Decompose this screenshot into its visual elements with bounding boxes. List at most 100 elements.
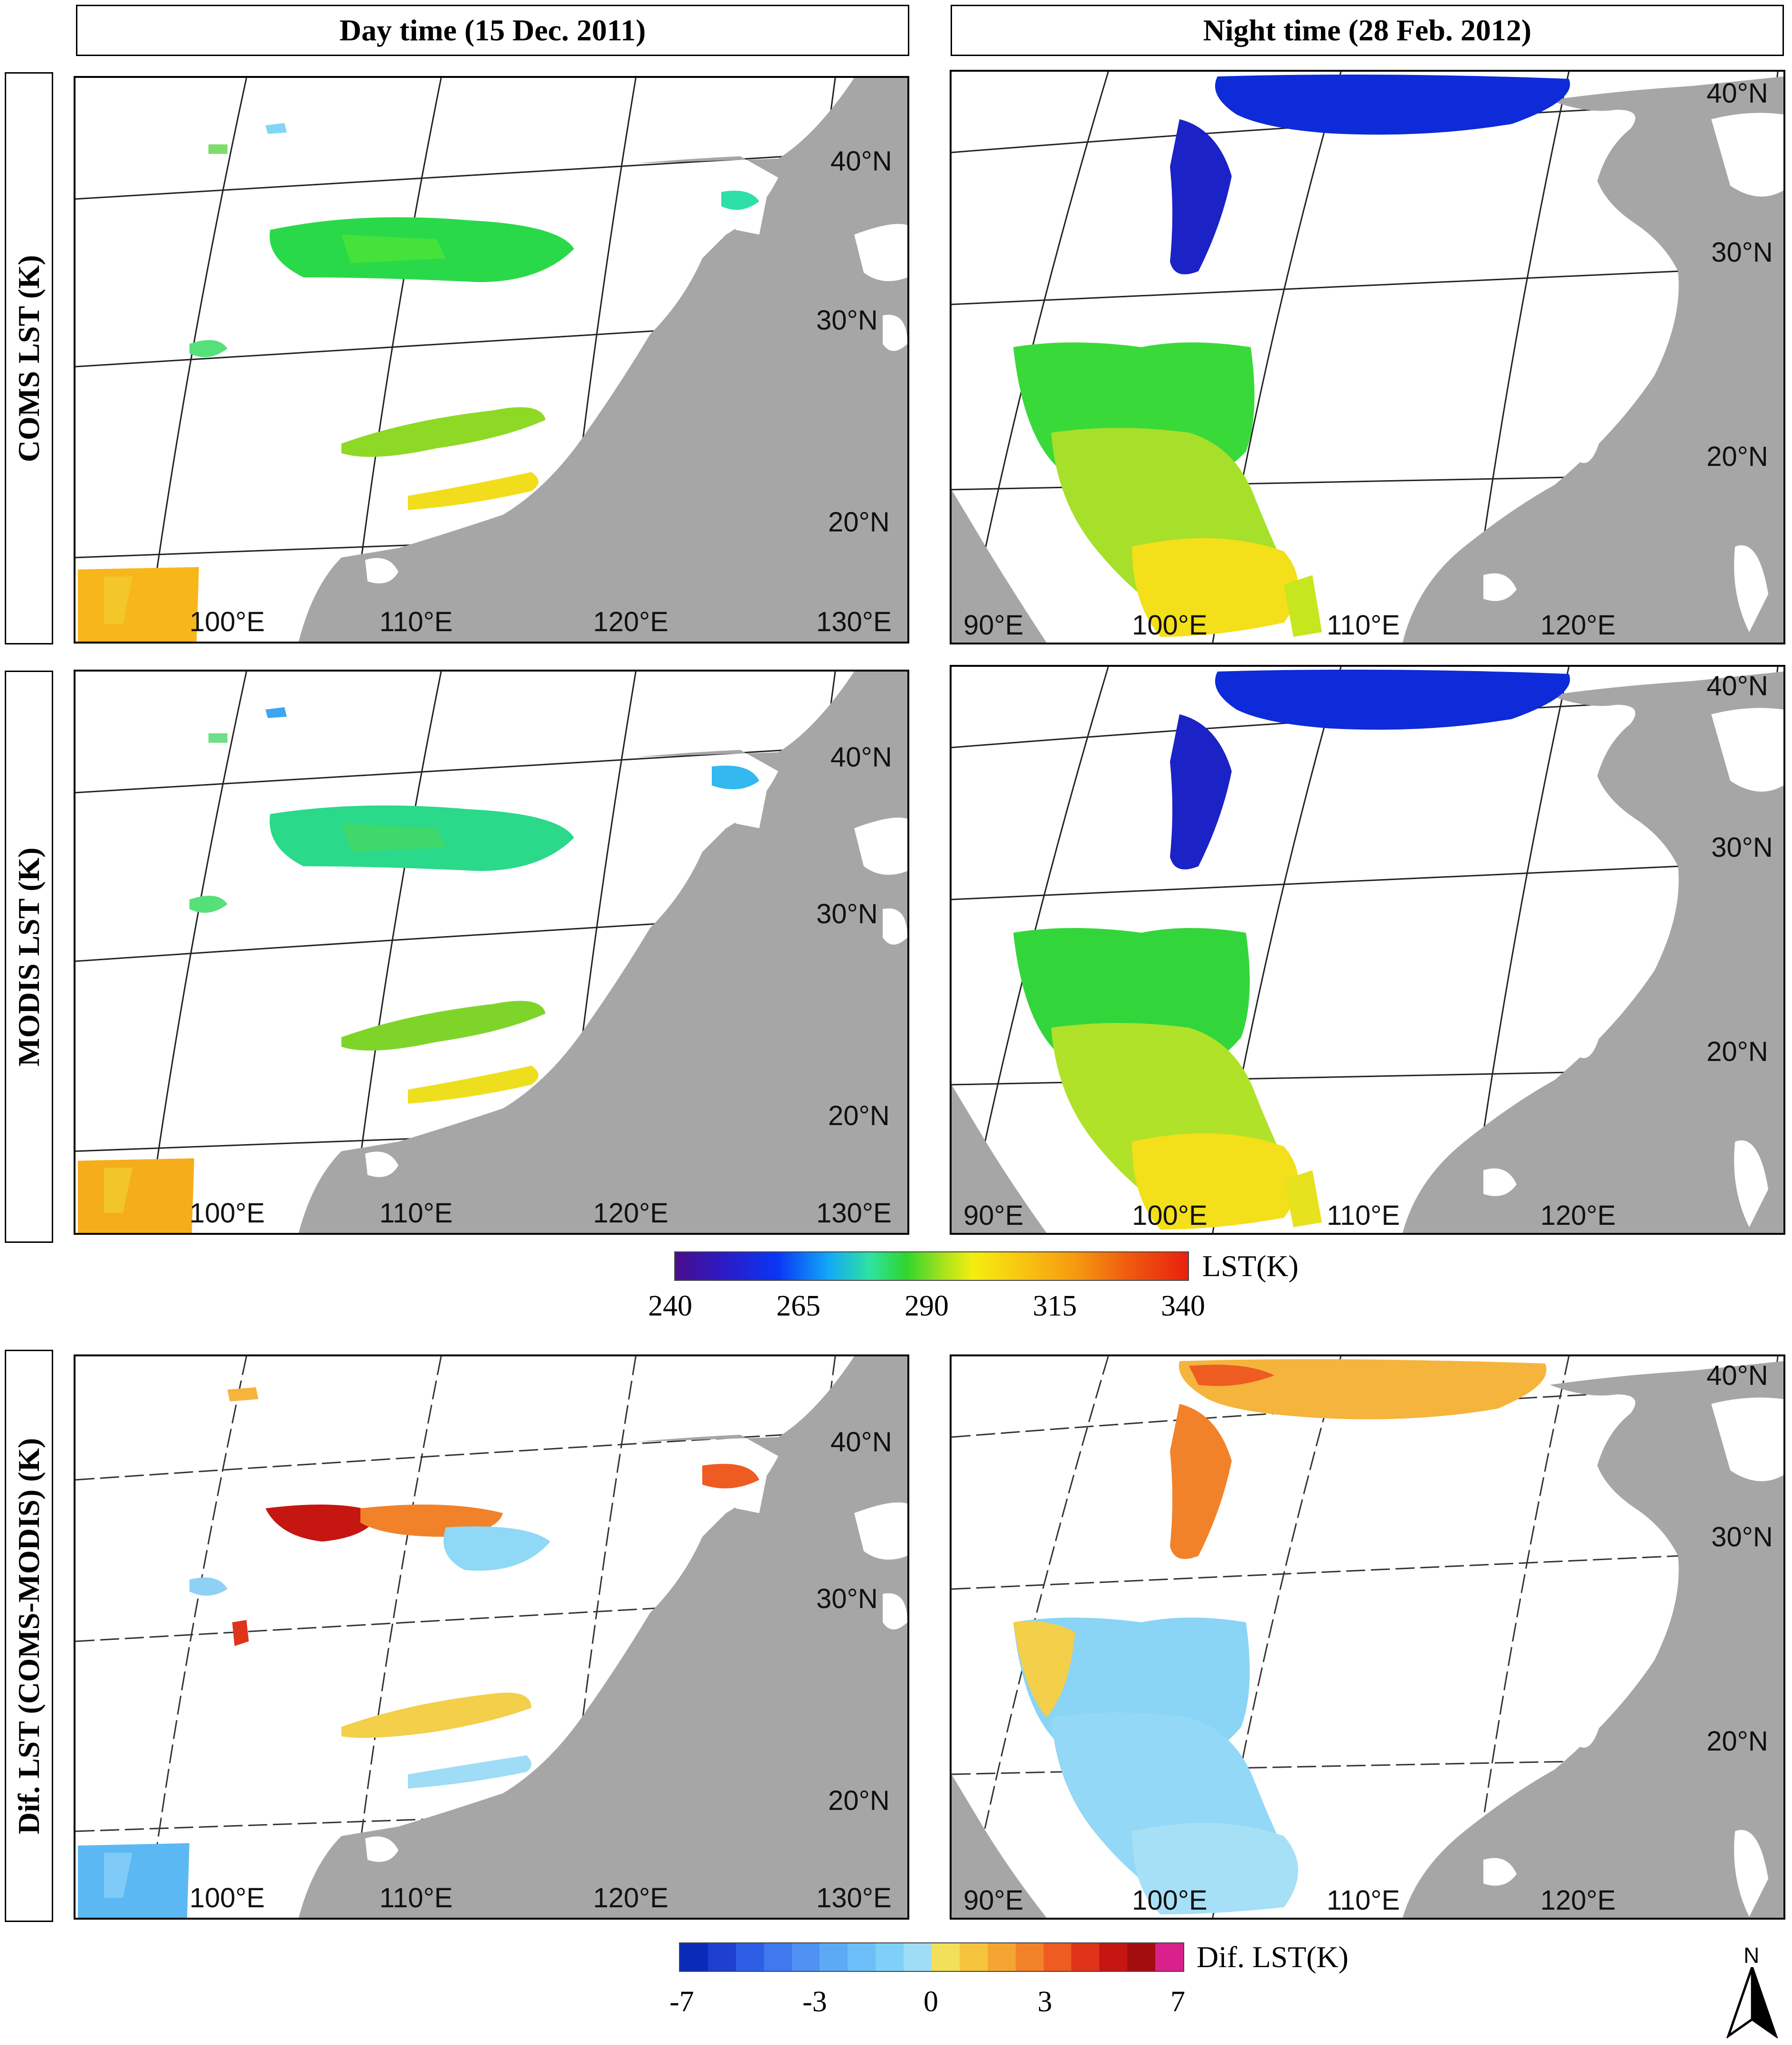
dif-colorbar-step bbox=[848, 1943, 876, 1971]
svg-text:90°E: 90°E bbox=[963, 1885, 1023, 1916]
svg-text:20°N: 20°N bbox=[828, 1785, 890, 1816]
map-labels: 40°N 30°N 20°N 90°E 100°E 110°E 120°E bbox=[963, 671, 1773, 1231]
svg-text:40°N: 40°N bbox=[830, 742, 892, 773]
map-coms-night: 40°N 30°N 20°N 90°E 100°E 110°E 120°E bbox=[950, 70, 1785, 644]
svg-text:40°N: 40°N bbox=[1707, 1360, 1768, 1391]
dif-colorbar-steps bbox=[679, 1942, 1184, 1972]
land-gray bbox=[952, 1361, 1783, 1918]
svg-text:20°N: 20°N bbox=[828, 507, 890, 538]
lst-tick: 265 bbox=[776, 1290, 821, 1322]
map-labels: 40°N 30°N 20°N 100°E 110°E 120°E 130°E bbox=[189, 1427, 892, 1913]
svg-text:110°E: 110°E bbox=[379, 1883, 453, 1913]
row-title-coms: COMS LST (K) bbox=[12, 255, 46, 462]
map-labels: 40°N 30°N 20°N 90°E 100°E 110°E 120°E bbox=[963, 1360, 1773, 1916]
svg-text:110°E: 110°E bbox=[1327, 610, 1400, 641]
column-title-day: Day time (15 Dec. 2011) bbox=[339, 13, 646, 47]
svg-text:100°E: 100°E bbox=[1132, 1885, 1207, 1916]
dif-colorbar-step bbox=[1071, 1943, 1100, 1971]
dif-tick: -3 bbox=[802, 1986, 827, 2018]
map-coms-day: 40°N 30°N 20°N 100°E 110°E 120°E 130°E bbox=[74, 76, 909, 644]
dif-colorbar-step bbox=[1043, 1943, 1072, 1971]
row-title-diff: Dif. LST (COMS-MODIS) (K) bbox=[12, 1438, 46, 1834]
map-modis-night: 40°N 30°N 20°N 90°E 100°E 110°E 120°E bbox=[950, 665, 1785, 1235]
north-arrow-icon bbox=[1726, 1967, 1778, 2038]
dif-colorbar-step bbox=[736, 1943, 764, 1971]
column-header-day: Day time (15 Dec. 2011) bbox=[76, 5, 909, 56]
land-gray bbox=[952, 672, 1783, 1233]
dif-tick: 3 bbox=[1037, 1986, 1052, 2018]
row-title-modis: MODIS LST (K) bbox=[12, 847, 46, 1067]
dif-colorbar-step bbox=[959, 1943, 988, 1971]
svg-text:110°E: 110°E bbox=[379, 1198, 453, 1229]
svg-text:20°N: 20°N bbox=[1707, 1036, 1768, 1067]
dif-colorbar-step bbox=[987, 1943, 1016, 1971]
dif-colorbar-step bbox=[764, 1943, 792, 1971]
map-labels: 40°N 30°N 20°N 100°E 110°E 120°E 130°E bbox=[189, 742, 892, 1229]
svg-text:30°N: 30°N bbox=[1711, 237, 1773, 268]
lst-tick: 290 bbox=[905, 1290, 949, 1322]
svg-text:130°E: 130°E bbox=[816, 606, 892, 637]
map-labels: 40°N 30°N 20°N 90°E 100°E 110°E 120°E bbox=[963, 78, 1773, 641]
svg-text:20°N: 20°N bbox=[1707, 1726, 1768, 1757]
svg-text:40°N: 40°N bbox=[1707, 671, 1768, 701]
north-arrow: N bbox=[1724, 1942, 1781, 2038]
map-diff-day: 40°N 30°N 20°N 100°E 110°E 120°E 130°E bbox=[74, 1354, 909, 1920]
lst-tick: 340 bbox=[1161, 1290, 1205, 1322]
svg-text:90°E: 90°E bbox=[963, 1200, 1023, 1231]
land-gray bbox=[299, 1356, 907, 1918]
row-header-modis: MODIS LST (K) bbox=[5, 671, 53, 1243]
svg-text:40°N: 40°N bbox=[830, 1427, 892, 1458]
lst-patches bbox=[78, 707, 759, 1233]
svg-text:110°E: 110°E bbox=[1327, 1200, 1400, 1231]
lst-colorbar: LST(K) 240 265 290 315 340 bbox=[648, 1249, 1339, 1327]
svg-text:100°E: 100°E bbox=[189, 606, 265, 637]
lst-colorbar-title: LST(K) bbox=[1202, 1249, 1299, 1283]
dif-colorbar-step bbox=[1127, 1943, 1156, 1971]
lst-patches bbox=[78, 123, 759, 642]
land-gray bbox=[952, 76, 1783, 643]
dif-colorbar-step bbox=[680, 1943, 708, 1971]
dif-colorbar-step bbox=[707, 1943, 736, 1971]
svg-text:120°E: 120°E bbox=[593, 1198, 669, 1229]
svg-text:100°E: 100°E bbox=[189, 1198, 265, 1229]
dif-colorbar-step bbox=[1155, 1943, 1184, 1971]
svg-text:30°N: 30°N bbox=[816, 1583, 878, 1614]
dif-colorbar: Dif. LST(K) -7 -3 0 3 7 bbox=[670, 1940, 1439, 2023]
dif-colorbar-step bbox=[1099, 1943, 1128, 1971]
dif-colorbar-step bbox=[904, 1943, 932, 1971]
lst-patches bbox=[1013, 75, 1570, 637]
column-title-night: Night time (28 Feb. 2012) bbox=[1203, 13, 1532, 47]
map-diff-night: 40°N 30°N 20°N 90°E 100°E 110°E 120°E bbox=[950, 1354, 1785, 1920]
dif-colorbar-step bbox=[876, 1943, 904, 1971]
svg-text:30°N: 30°N bbox=[1711, 1522, 1773, 1553]
dif-patches bbox=[1013, 1359, 1547, 1914]
svg-text:20°N: 20°N bbox=[1707, 441, 1768, 472]
svg-text:120°E: 120°E bbox=[1540, 1885, 1616, 1916]
dif-colorbar-step bbox=[792, 1943, 820, 1971]
map-modis-day: 40°N 30°N 20°N 100°E 110°E 120°E 130°E bbox=[74, 670, 909, 1235]
svg-text:120°E: 120°E bbox=[593, 1883, 669, 1913]
svg-text:30°N: 30°N bbox=[816, 899, 878, 929]
dif-patches bbox=[78, 1387, 759, 1918]
lst-tick: 240 bbox=[648, 1290, 692, 1322]
svg-text:30°N: 30°N bbox=[1711, 832, 1773, 863]
dif-tick: 0 bbox=[924, 1986, 938, 2018]
dif-colorbar-step bbox=[932, 1943, 960, 1971]
land-gray bbox=[299, 78, 907, 642]
svg-text:110°E: 110°E bbox=[379, 606, 453, 637]
lst-colorbar-gradient bbox=[674, 1251, 1189, 1281]
svg-text:120°E: 120°E bbox=[1540, 1200, 1616, 1231]
lst-patches bbox=[1013, 670, 1570, 1230]
column-header-night: Night time (28 Feb. 2012) bbox=[951, 5, 1784, 56]
svg-text:40°N: 40°N bbox=[1707, 78, 1768, 109]
land-gray bbox=[299, 672, 907, 1233]
svg-text:130°E: 130°E bbox=[816, 1883, 892, 1913]
svg-text:120°E: 120°E bbox=[1540, 610, 1616, 641]
row-header-diff: Dif. LST (COMS-MODIS) (K) bbox=[5, 1350, 53, 1922]
north-arrow-label: N bbox=[1744, 1943, 1760, 1968]
dif-colorbar-title: Dif. LST(K) bbox=[1197, 1940, 1349, 1974]
dif-tick: -7 bbox=[670, 1986, 694, 2018]
svg-text:40°N: 40°N bbox=[830, 146, 892, 177]
dif-colorbar-step bbox=[820, 1943, 848, 1971]
svg-text:120°E: 120°E bbox=[593, 606, 669, 637]
